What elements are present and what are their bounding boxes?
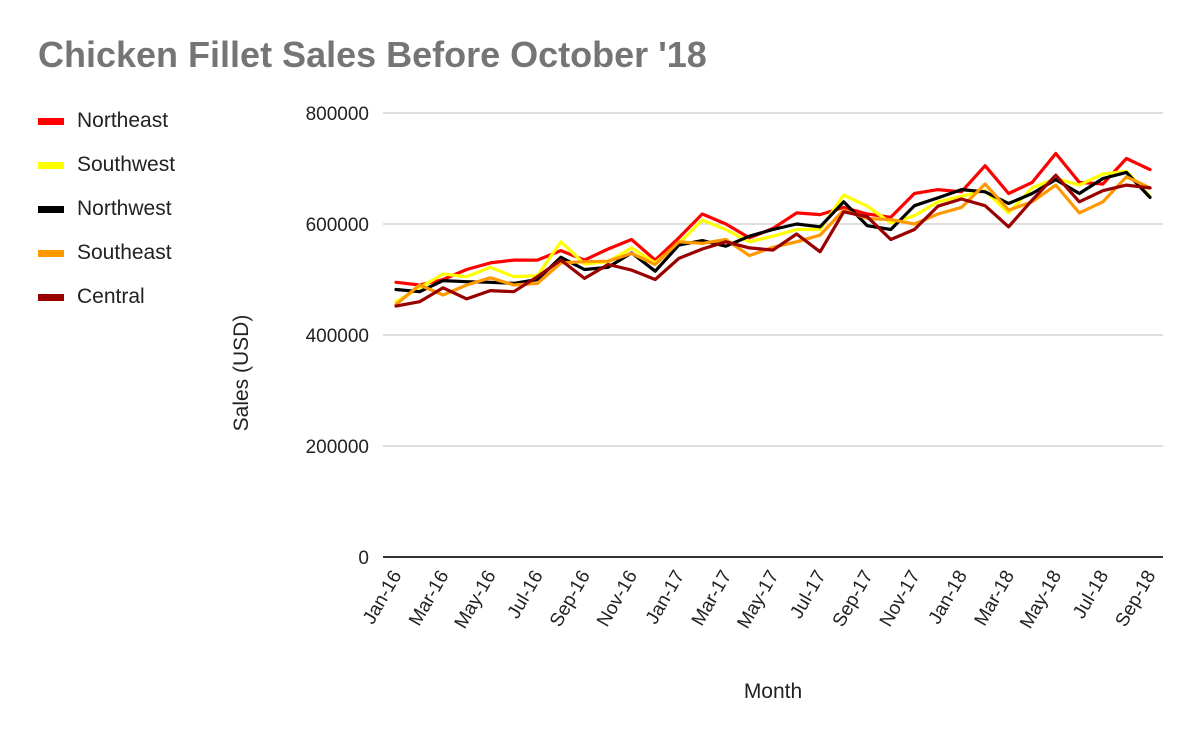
x-tick-label: Sep-18: [1112, 567, 1161, 631]
x-tick-label: Jul-18: [1069, 567, 1113, 622]
x-tick-label: Mar-17: [688, 567, 736, 630]
x-tick-label: Jan-17: [642, 567, 689, 628]
x-tick-label: May-16: [451, 567, 501, 632]
y-tick-label: 600000: [306, 215, 369, 236]
x-tick-label: Jul-17: [786, 567, 830, 622]
legend-swatch: [38, 117, 64, 125]
legend-label: Northeast: [77, 109, 169, 132]
x-tick-label: Mar-18: [971, 567, 1019, 630]
legend-swatch: [38, 293, 64, 301]
legend-label: Northwest: [77, 197, 172, 220]
y-tick-label: 0: [358, 548, 369, 569]
series-line-northwest: [394, 170, 1152, 294]
x-tick-label: May-18: [1016, 567, 1066, 632]
series-line-southeast: [394, 175, 1152, 307]
series-line-northeast: [394, 151, 1152, 287]
x-tick-label: Jan-18: [925, 567, 972, 628]
legend: Northeast Southwest Northwest Southeast Cent…: [38, 99, 175, 319]
legend-label: Southwest: [77, 153, 176, 176]
legend-item: Central: [38, 275, 175, 319]
series-line-central: [394, 173, 1152, 308]
x-tick-label: Sep-16: [546, 567, 595, 631]
x-axis-title: Month: [744, 680, 802, 703]
legend-swatch: [38, 161, 64, 169]
x-tick-label: Sep-17: [829, 567, 878, 631]
y-tick-label: 800000: [306, 104, 369, 125]
legend-label: Central: [77, 285, 145, 308]
legend-item: Southeast: [38, 231, 175, 275]
legend-item: Northeast: [38, 99, 175, 143]
y-tick-label: 200000: [306, 437, 369, 458]
y-axis-title: Sales (USD): [230, 315, 253, 432]
legend-item: Southwest: [38, 143, 175, 187]
x-tick-label: Jan-16: [359, 567, 406, 628]
legend-swatch: [38, 249, 64, 257]
legend-label: Southeast: [77, 241, 172, 264]
x-tick-label: Jul-16: [504, 567, 548, 622]
legend-swatch: [38, 205, 64, 213]
legend-item: Northwest: [38, 187, 175, 231]
x-tick-label: Nov-16: [593, 567, 642, 631]
x-tick-label: Nov-17: [876, 567, 925, 631]
x-tick-label: Mar-16: [405, 567, 453, 630]
y-tick-label: 400000: [306, 326, 369, 347]
chart-title: Chicken Fillet Sales Before October '18: [38, 34, 707, 75]
x-tick-label: May-17: [733, 567, 783, 632]
